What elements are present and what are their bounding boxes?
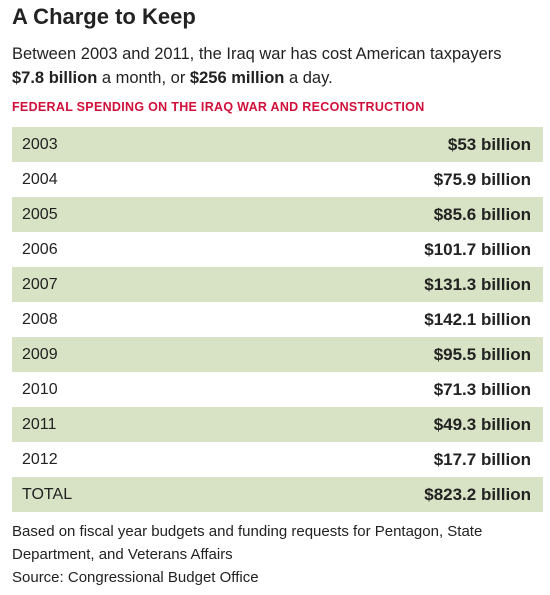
table-row: 2008 $142.1 billion [12,302,543,337]
year: 2004 [22,170,58,188]
table-row: 2012 $17.7 billion [12,442,543,477]
amount: $823.2 billion [424,484,531,504]
amount: $49.3 billion [433,414,531,434]
subtitle-highlight: $256 million [189,69,285,87]
year: 2005 [22,205,58,223]
table-row: 2005 $85.6 billion [12,197,543,232]
spending-table: 2003 $53 billion 2004 $75.9 billion 2005 $85.… [12,127,543,512]
amount: $53 billion [447,134,531,154]
footer: Based on fiscal year budgets and funding… [12,520,512,589]
table-row: 2010 $71.3 billion [12,372,543,407]
subtitle: Between 2003 and 2011, the Iraq war has … [12,42,542,90]
year: 2006 [22,240,58,258]
year: 2009 [22,345,58,363]
section-heading: FEDERAL SPENDING ON THE IRAQ WAR AND REC… [12,100,425,114]
year: 2008 [22,310,58,328]
table-row: 2006 $101.7 billion [12,232,543,267]
title: A Charge to Keep [12,4,196,29]
table-row: 2009 $95.5 billion [12,337,543,372]
year: 2007 [22,275,58,293]
amount: $85.6 billion [433,204,531,224]
subtitle-highlight: $7.8 billion [12,69,98,87]
note: Based on fiscal year budgets and funding… [12,523,483,563]
table-row: 2011 $49.3 billion [12,407,543,442]
subtitle-text: Between 2003 and 2011, the Iraq war has … [12,45,502,63]
year: 2010 [22,380,58,398]
subtitle-text: a month, or [97,69,190,87]
amount: $131.3 billion [424,274,531,294]
table-row: 2003 $53 billion [12,127,543,162]
amount: $101.7 billion [424,239,531,259]
table-row: 2004 $75.9 billion [12,162,543,197]
amount: $142.1 billion [424,309,531,329]
year: 2012 [22,450,58,468]
table-row: 2007 $131.3 billion [12,267,543,302]
subtitle-text: a day. [284,69,333,87]
year: 2003 [22,135,58,153]
amount: $17.7 billion [433,449,531,469]
amount: $71.3 billion [433,379,531,399]
amount: $95.5 billion [433,344,531,364]
year: TOTAL [22,485,73,503]
amount: $75.9 billion [433,169,531,189]
table-row: TOTAL $823.2 billion [12,477,543,512]
source: Source: Congressional Budget Office [12,569,259,586]
year: 2011 [22,415,57,433]
